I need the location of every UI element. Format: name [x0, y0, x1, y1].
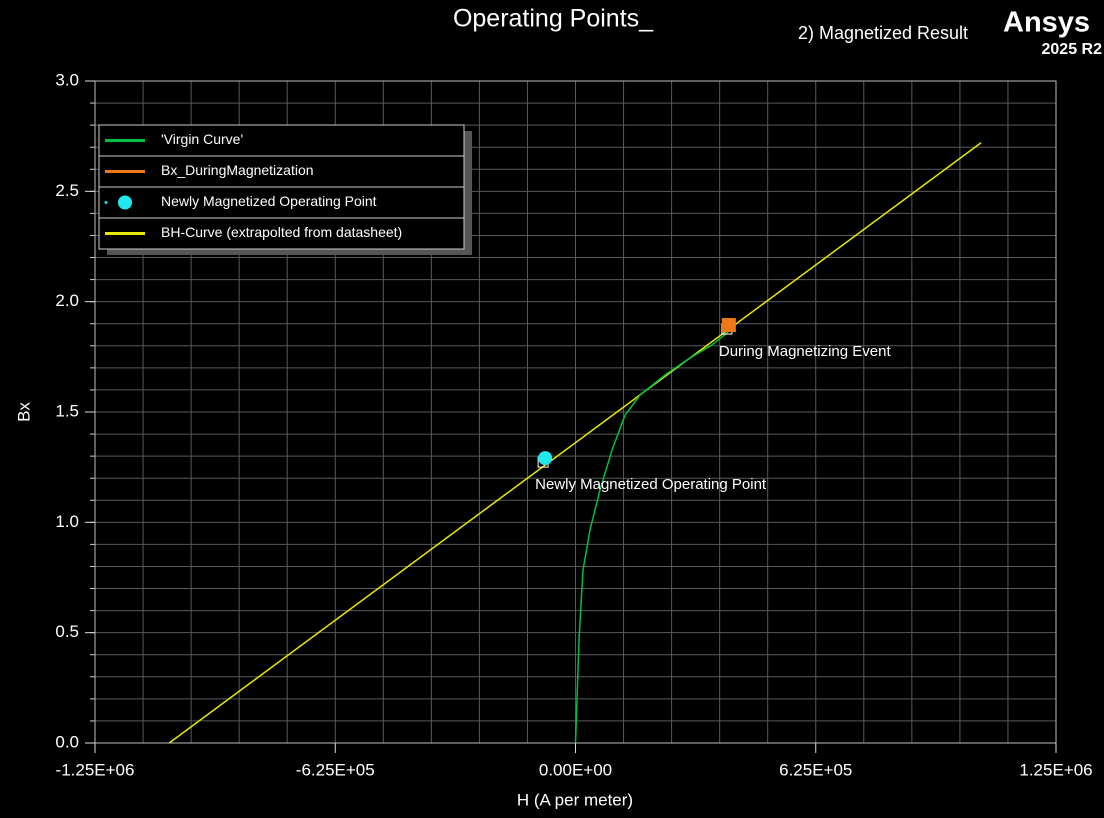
- legend-label: Bx_DuringMagnetization: [161, 162, 314, 178]
- y-tick-label: 1.0: [55, 512, 79, 531]
- x-tick-label: 0.00E+00: [539, 760, 612, 779]
- series-line: [168, 142, 982, 744]
- legend-dot: [104, 201, 108, 204]
- x-tick-label: 6.25E+05: [779, 760, 852, 779]
- legend-label: Newly Magnetized Operating Point: [161, 193, 377, 209]
- version: 2025 R2: [1042, 41, 1103, 58]
- x-axis-label: H (A per meter): [517, 790, 633, 809]
- x-tick-label: -1.25E+06: [56, 760, 135, 779]
- point-marker: [721, 318, 736, 333]
- y-tick-label: 0.5: [55, 622, 79, 641]
- x-tick-label: 1.25E+06: [1019, 760, 1092, 779]
- legend-label: BH-Curve (extrapolted from datasheet): [161, 224, 402, 240]
- y-tick-label: 1.5: [55, 401, 79, 420]
- brand: Ansys: [1003, 7, 1090, 39]
- legend-marker: [118, 195, 132, 210]
- y-tick-label: 2.0: [55, 291, 79, 310]
- y-tick-label: 3.0: [55, 70, 79, 89]
- chart-title: Operating Points_: [453, 5, 654, 33]
- chart-subtitle: 2) Magnetized Result: [798, 23, 968, 43]
- legend: 'Virgin Curve' Bx_DuringMagnetization Newl…: [98, 124, 472, 255]
- legend-label: 'Virgin Curve': [161, 131, 243, 147]
- y-axis-label: Bx: [14, 402, 33, 422]
- annotation: During Magnetizing Event: [719, 343, 892, 360]
- y-tick-label: 2.5: [55, 181, 79, 200]
- y-tick-label: 0.0: [55, 732, 79, 751]
- point-marker: [538, 451, 553, 466]
- x-tick-label: -6.25E+05: [296, 760, 375, 779]
- series-line: [574, 331, 729, 744]
- annotation: Newly Magnetized Operating Point: [535, 476, 767, 493]
